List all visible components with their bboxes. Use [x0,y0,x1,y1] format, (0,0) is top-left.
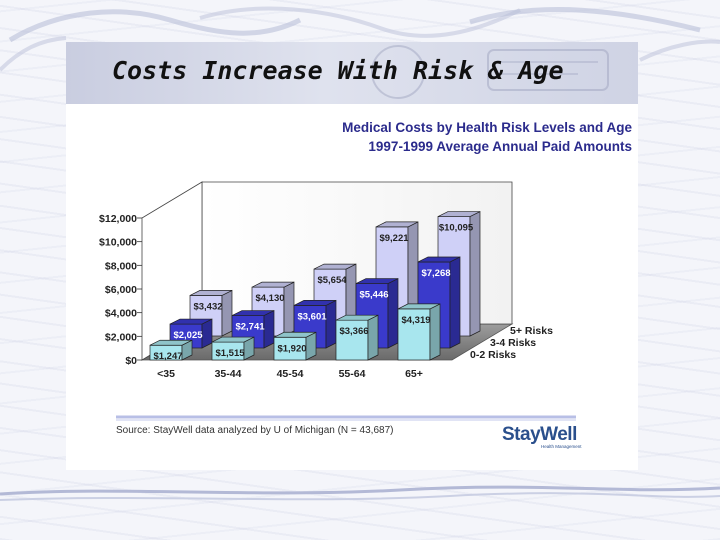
title-band-decoration [371,45,609,99]
bar-top [149,339,193,346]
data-label: $5,446 [359,290,388,301]
data-label: $5,654 [317,275,347,286]
x-tick-label: <35 [157,368,175,380]
series-label: 0-2 Risks [470,349,516,361]
x-tick-label: 45-54 [277,368,304,380]
bar-top [169,318,213,325]
bar-3-4-risks-2 [293,299,337,349]
bar-0-2-risks-4 [397,303,441,361]
bar-top [251,281,295,288]
series-label: 3-4 Risks [490,337,536,349]
bar-top [211,336,255,343]
bar-top [417,256,461,263]
data-label: $2,741 [235,322,265,333]
bar-0-2-risks-2 [273,331,317,361]
bar-0-2-risks-3 [335,314,379,361]
bar-top [273,331,317,338]
y-tick-label: $4,000 [105,308,137,320]
data-label: $9,221 [379,233,409,244]
bar-top [231,310,275,316]
y-tick-label: $6,000 [105,284,137,296]
bar-side [283,281,295,337]
bar-side [221,289,233,337]
bar-top [293,300,337,306]
bar-side [325,299,337,349]
bar-side [429,303,441,361]
data-label: $4,319 [401,315,430,326]
bar-front [397,308,431,361]
y-tick-label: $12,000 [99,213,137,225]
staywell-logo: StayWell Health Management [502,424,582,449]
y-tick-label: $10,000 [99,237,137,249]
bar-top [375,221,419,228]
y-tick-label: $0 [125,355,137,367]
data-label: $3,601 [297,311,327,322]
bar-top [335,314,379,321]
bar-top [437,211,481,217]
data-label: $1,247 [153,351,182,362]
data-label: $3,432 [193,301,222,312]
bar-top [189,290,233,296]
series-label: 5+ Risks [510,325,553,337]
bar-top [397,303,441,310]
slide-title: Costs Increase With Risk & Age [112,56,564,85]
chart-title: Medical Costs by Health Risk Levels and … [342,120,632,135]
bar-top [313,263,357,270]
bottom-decoration [0,485,720,501]
data-label: $4,130 [255,293,284,304]
x-tick-label: 65+ [405,368,423,380]
x-tick-label: 55-64 [339,368,366,380]
bar-0-2-risks-0 [149,339,193,361]
logo-tagline: Health Management [541,444,582,449]
x-tick-label: 35-44 [215,368,242,380]
title-band [66,42,638,104]
bar-side [367,314,379,361]
bar-side [449,256,461,349]
chart-subtitle: 1997-1999 Average Annual Paid Amounts [368,139,632,154]
data-label: $3,366 [339,326,368,337]
bar-side [387,277,399,349]
data-label: $7,268 [421,268,450,279]
bar-0-2-risks-1 [211,336,255,361]
data-label: $10,095 [439,223,474,234]
data-label: $1,515 [215,348,245,359]
y-tick-label: $8,000 [105,260,137,272]
bar-top [355,278,399,284]
data-label: $2,025 [173,330,203,341]
data-label: $1,920 [277,343,306,354]
y-tick-label: $2,000 [105,331,137,343]
bar-side [263,309,275,349]
source-note: Source: StayWell data analyzed by U of M… [116,425,393,436]
logo-text: StayWell [502,424,577,445]
chart: Medical Costs by Health Risk Levels and … [99,120,632,449]
